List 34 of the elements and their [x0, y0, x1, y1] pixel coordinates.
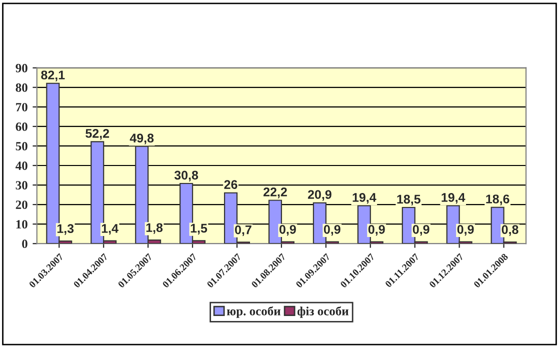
data-label: 52,2 [86, 128, 110, 140]
data-label: 22,2 [264, 188, 287, 198]
y-tick-label: 70 [16, 102, 28, 112]
legend-label: юр. особи [226, 306, 280, 318]
data-label: 49,8 [130, 134, 154, 144]
y-tick-label: 20 [16, 200, 28, 210]
data-label: 19,4 [442, 193, 466, 204]
data-label: 82,1 [41, 70, 65, 82]
y-tick-label: 30 [16, 181, 28, 190]
y-tick-label: 90 [16, 64, 28, 72]
data-label: 0,9 [324, 224, 340, 236]
data-label: 0,7 [235, 225, 252, 236]
y-tick-label: 40 [16, 162, 28, 170]
data-label: 0,9 [368, 224, 385, 236]
y-tick-label: 60 [16, 122, 28, 131]
data-label: 1,3 [57, 224, 74, 235]
data-label: 0,9 [457, 224, 474, 236]
data-label: 0,9 [412, 224, 430, 236]
data-label: 20,9 [308, 190, 332, 201]
data-label: 18,6 [486, 194, 510, 206]
data-label: 26 [224, 180, 238, 189]
data-label: 18,5 [397, 194, 420, 206]
data-label: 30,8 [174, 170, 198, 182]
legend-label: фіз особи [298, 306, 349, 318]
y-tick-label: 10 [16, 220, 28, 229]
data-label: 0,9 [279, 224, 296, 236]
data-label: 1,4 [102, 224, 118, 235]
y-tick-label: 80 [16, 83, 28, 92]
data-label: 0,8 [502, 225, 518, 236]
data-label: 19,4 [352, 193, 376, 204]
data-label: 1,5 [190, 224, 208, 234]
data-label: 1,8 [146, 223, 163, 234]
y-tick-label: 0 [22, 240, 28, 248]
y-tick-label: 50 [16, 142, 28, 150]
